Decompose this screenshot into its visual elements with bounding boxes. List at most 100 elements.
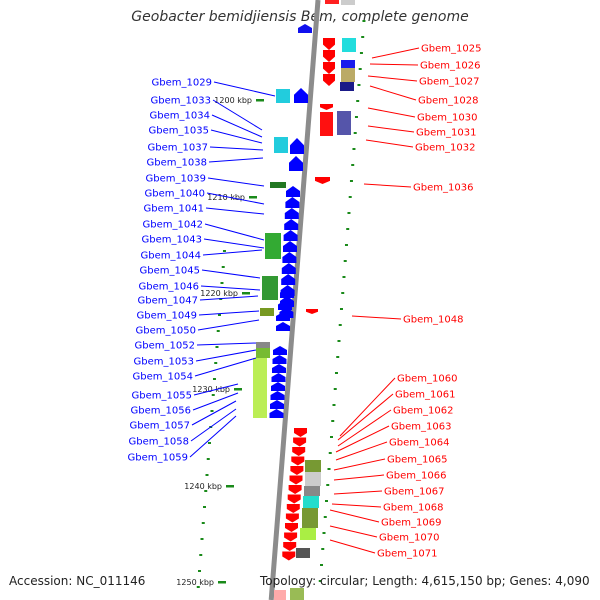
scale-tick (234, 388, 242, 391)
leader-line (211, 114, 263, 138)
reverse-gene-arrow (323, 74, 335, 86)
minor-tick (342, 276, 346, 278)
scale-tick (256, 99, 264, 102)
gene-label-reverse: Gbem_1067 (384, 487, 444, 498)
gene-label-reverse: Gbem_1028 (418, 96, 478, 107)
leader-line (367, 125, 415, 133)
forward-gene-arrow (272, 364, 286, 373)
minor-tick (327, 468, 331, 470)
minor-tick (198, 570, 202, 572)
leader-line (190, 408, 237, 442)
gene-label-reverse: Gbem_1032 (415, 143, 475, 154)
feature-block (302, 508, 318, 528)
leader-line (335, 425, 390, 453)
reverse-gene-arrow (292, 447, 306, 456)
reverse-gene-arrow (315, 177, 330, 184)
gene-label-reverse: Gbem_1069 (381, 518, 441, 529)
reverse-gene-arrow (285, 513, 299, 523)
feature-block (296, 548, 310, 558)
leader-line (198, 310, 260, 316)
forward-gene-arrow (284, 219, 299, 230)
dna-backbone (268, 0, 321, 600)
gene-label-forward: Gbem_1059 (128, 453, 188, 464)
minor-tick (318, 580, 322, 582)
gene-label-forward: Gbem_1049 (137, 311, 197, 322)
feature-block (303, 496, 319, 508)
minor-tick (362, 20, 366, 22)
gene-label-forward: Gbem_1054 (133, 372, 193, 383)
scale-tick-label: 1220 kbp (200, 289, 238, 298)
leader-line (367, 75, 418, 82)
reverse-gene-arrow (320, 104, 333, 110)
leader-line (333, 474, 385, 481)
minor-tick (349, 180, 353, 182)
forward-gene-arrow (276, 312, 290, 321)
minor-tick (211, 394, 215, 396)
gene-label-forward: Gbem_1052 (135, 341, 195, 352)
gene-label-reverse: Gbem_1027 (419, 77, 479, 88)
leader-line (213, 81, 276, 97)
leader-line (199, 295, 259, 301)
leader-line (335, 441, 388, 461)
feature-block (260, 308, 274, 316)
feature-block (341, 0, 355, 5)
reverse-gene-arrow (290, 466, 304, 475)
gene-label-forward: Gbem_1050 (136, 326, 196, 337)
minor-tick (200, 538, 204, 540)
scale-tick-label: 1240 kbp (184, 482, 222, 491)
minor-tick (217, 314, 221, 316)
minor-tick (322, 532, 326, 534)
reverse-gene-arrow (323, 38, 335, 50)
gene-label-forward: Gbem_1033 (151, 96, 211, 107)
minor-tick (343, 260, 347, 262)
forward-gene-arrow (281, 274, 296, 285)
minor-tick (337, 340, 341, 342)
gene-label-forward: Gbem_1055 (132, 391, 192, 402)
leader-line (337, 393, 394, 441)
gene-label-forward: Gbem_1038 (147, 158, 207, 169)
scale-tick (249, 196, 257, 199)
feature-block (276, 89, 290, 103)
leader-line (329, 525, 378, 538)
leader-line (200, 285, 261, 291)
minor-tick (353, 132, 357, 134)
feature-block (342, 38, 356, 52)
forward-gene-arrow (278, 300, 292, 310)
reverse-gene-block (320, 112, 333, 136)
gene-label-forward: Gbem_1058 (129, 437, 189, 448)
gene-label-reverse: Gbem_1063 (391, 422, 451, 433)
minor-tick (321, 548, 325, 550)
minor-tick (205, 474, 209, 476)
leader-line (203, 238, 265, 249)
gene-label-forward: Gbem_1045 (140, 266, 200, 277)
feature-block (337, 111, 351, 135)
gene-label-reverse: Gbem_1048 (403, 315, 463, 326)
leader-line (337, 409, 392, 447)
forward-gene-arrow (272, 355, 287, 364)
minor-tick (206, 458, 210, 460)
minor-tick (348, 196, 352, 198)
leader-line (206, 192, 265, 205)
minor-tick (341, 292, 345, 294)
minor-tick (329, 436, 333, 438)
minor-tick (331, 420, 335, 422)
leader-line (329, 509, 380, 523)
leader-line (195, 349, 257, 362)
minor-tick (203, 506, 206, 508)
feature-block (341, 68, 355, 82)
leader-line (189, 415, 237, 458)
gene-label-reverse: Gbem_1062 (393, 406, 453, 417)
minor-tick (199, 554, 203, 556)
forward-gene-arrow (298, 24, 312, 33)
reverse-gene-arrow (282, 551, 296, 561)
gene-label-reverse: Gbem_1071 (377, 549, 437, 560)
leader-line (196, 342, 257, 346)
leader-line (207, 177, 265, 187)
forward-gene-arrow (289, 156, 303, 171)
feature-block (256, 342, 270, 348)
genome-title: Geobacter bemidjiensis Bem, complete gen… (131, 9, 469, 25)
feature-block (305, 472, 321, 486)
gene-features (253, 0, 356, 600)
minor-tick (196, 586, 200, 588)
